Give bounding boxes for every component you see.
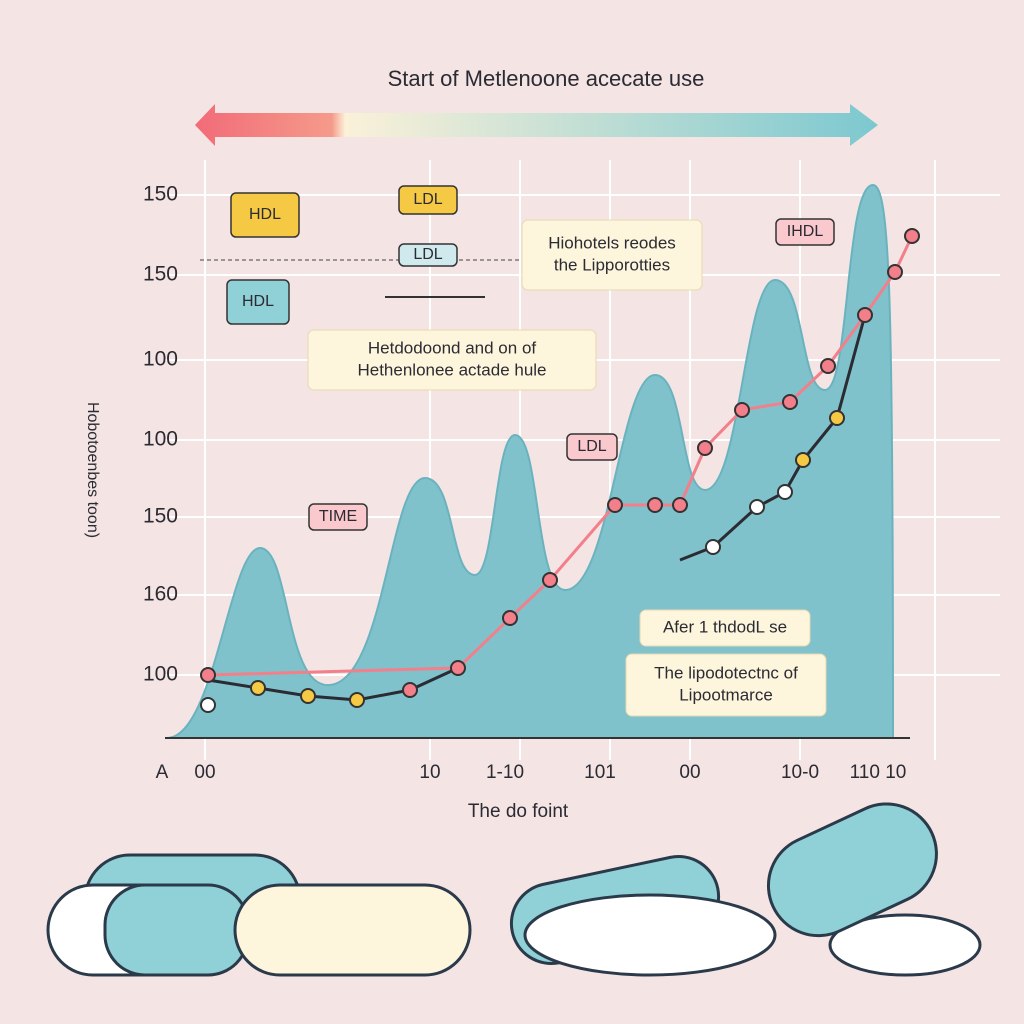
callout-text: Lipootmarce bbox=[679, 685, 773, 704]
x-label: 00 bbox=[194, 762, 215, 783]
y-label: 100 bbox=[143, 348, 178, 371]
tag-label: HDL bbox=[249, 206, 281, 223]
y-label: 150 bbox=[143, 505, 178, 528]
tag-box bbox=[226, 279, 290, 325]
callout-text: the Lipporotties bbox=[554, 255, 670, 274]
tag-label: TIME bbox=[319, 508, 357, 525]
tag-label: LDL bbox=[413, 191, 442, 208]
callout-text: Afer 1 thdodL se bbox=[663, 617, 787, 636]
x-label: 101 bbox=[584, 762, 616, 783]
tag-box bbox=[230, 192, 300, 238]
x-label: 10 bbox=[419, 762, 440, 783]
x-label: 1-10 bbox=[486, 762, 524, 783]
dark-line bbox=[207, 666, 459, 702]
tag-box bbox=[398, 243, 458, 267]
tag-label: LDL bbox=[577, 438, 606, 455]
y-label: 150 bbox=[143, 183, 178, 206]
area-peaks bbox=[167, 183, 895, 739]
timeline-arrow bbox=[195, 104, 878, 146]
y-label: 160 bbox=[143, 583, 178, 606]
x-label: 10-0 bbox=[781, 762, 819, 783]
x-label: A bbox=[156, 762, 169, 783]
pills bbox=[46, 802, 982, 977]
callout-text: Hiohotels reodes bbox=[548, 233, 676, 252]
callout-text: The lipodotectnc of bbox=[654, 663, 798, 682]
tag-box bbox=[308, 503, 368, 531]
tag-label: LDL bbox=[413, 246, 442, 263]
callout-box bbox=[307, 329, 597, 391]
callout-box bbox=[639, 609, 811, 647]
x-label: 00 bbox=[679, 762, 700, 783]
callout-box bbox=[521, 219, 703, 291]
title: Start of Metlenoone acecate use bbox=[388, 66, 705, 91]
tag-box bbox=[775, 218, 835, 246]
callout-text: Hethenlonee actade hule bbox=[357, 360, 546, 379]
tag-box bbox=[398, 185, 458, 215]
x-axis-label: The do foint bbox=[468, 801, 569, 822]
tag-label: HDL bbox=[242, 293, 274, 310]
tag-label: IHDL bbox=[787, 223, 824, 240]
tag-box bbox=[566, 433, 618, 461]
y-axis-label: Hobotoenbes toon) bbox=[84, 402, 101, 538]
y-label: 100 bbox=[143, 428, 178, 451]
y-label: 150 bbox=[143, 263, 178, 286]
callout-box bbox=[625, 653, 827, 717]
y-label: 100 bbox=[143, 663, 178, 686]
callout-text: Hetdodoond and on of bbox=[368, 338, 537, 357]
markers bbox=[200, 228, 920, 713]
x-label: 110 10 bbox=[850, 762, 907, 783]
